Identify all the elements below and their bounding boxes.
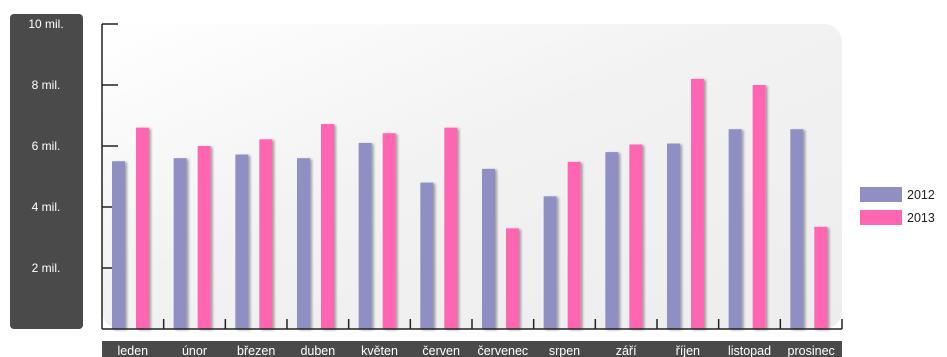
bar-2013-srpen bbox=[567, 161, 581, 329]
bar-2013-září bbox=[629, 144, 643, 329]
bar-2012-leden bbox=[112, 161, 125, 329]
legend-swatch-2012 bbox=[860, 187, 902, 202]
bar-2013-květen bbox=[382, 133, 396, 329]
bar-2012-červenec bbox=[482, 168, 495, 329]
bar-2013-březen bbox=[259, 139, 273, 329]
y-tick-label: 10 mil. bbox=[28, 17, 63, 31]
x-tick-label-březen: březen bbox=[237, 344, 275, 357]
x-tick-label-duben: duben bbox=[300, 344, 335, 357]
x-tick-label-prosinec: prosinec bbox=[788, 344, 835, 357]
legend-swatch-2013 bbox=[860, 210, 902, 225]
y-axis-tick-labels: 2 mil. 4 mil. 6 mil. 8 mil. 10 mil. bbox=[28, 17, 63, 275]
bar-2012-květen bbox=[358, 142, 372, 329]
bar-2013-červenec bbox=[506, 228, 519, 329]
bar-2012-říjen bbox=[667, 143, 680, 329]
bar-2012-listopad bbox=[728, 129, 742, 329]
bar-2012-září bbox=[605, 152, 619, 329]
x-axis-panel bbox=[102, 341, 842, 357]
bar-2012-duben bbox=[297, 158, 310, 329]
bar-2012-únor bbox=[173, 158, 187, 329]
x-axis-tick-labels: leden únor březen duben květen červen červenec… bbox=[118, 344, 835, 357]
x-tick-label-květen: květen bbox=[361, 344, 398, 357]
bar-2013-únor bbox=[197, 146, 211, 329]
x-tick-label-srpen: srpen bbox=[549, 344, 580, 357]
bar-2013-duben bbox=[321, 124, 334, 329]
bar-2013-prosinec bbox=[814, 226, 828, 329]
bar-2012-srpen bbox=[543, 196, 557, 329]
x-tick-label-listopad: listopad bbox=[728, 344, 771, 357]
y-tick-label: 8 mil. bbox=[32, 78, 61, 92]
y-tick-label: 2 mil. bbox=[32, 261, 61, 275]
bar-2012-prosinec bbox=[790, 129, 804, 329]
bar-2013-leden bbox=[136, 127, 149, 329]
y-axis-ticks bbox=[102, 23, 118, 269]
legend-label-2013: 2013 bbox=[907, 211, 935, 225]
bar-2012-červen bbox=[420, 182, 434, 329]
x-tick-label-říjen: říjen bbox=[676, 344, 700, 357]
x-tick-label-září: září bbox=[616, 344, 637, 357]
bar-2013-listopad bbox=[752, 85, 766, 329]
bar-2013-červen bbox=[444, 127, 458, 329]
x-tick-label-leden: leden bbox=[118, 344, 149, 357]
x-tick-label-červenec: červenec bbox=[477, 344, 528, 357]
plot-background bbox=[102, 24, 842, 329]
y-tick-label: 4 mil. bbox=[32, 200, 61, 214]
x-tick-label-únor: únor bbox=[182, 344, 207, 357]
legend: 2012 2013 bbox=[860, 187, 935, 225]
x-tick-label-červen: červen bbox=[422, 344, 460, 357]
y-axis-panel bbox=[10, 14, 83, 329]
legend-label-2012: 2012 bbox=[907, 188, 935, 202]
x-axis-ticks bbox=[162, 319, 843, 329]
bars bbox=[112, 78, 828, 330]
y-tick-label: 6 mil. bbox=[32, 139, 61, 153]
bar-2012-březen bbox=[235, 154, 249, 329]
bar-2013-říjen bbox=[691, 78, 704, 330]
